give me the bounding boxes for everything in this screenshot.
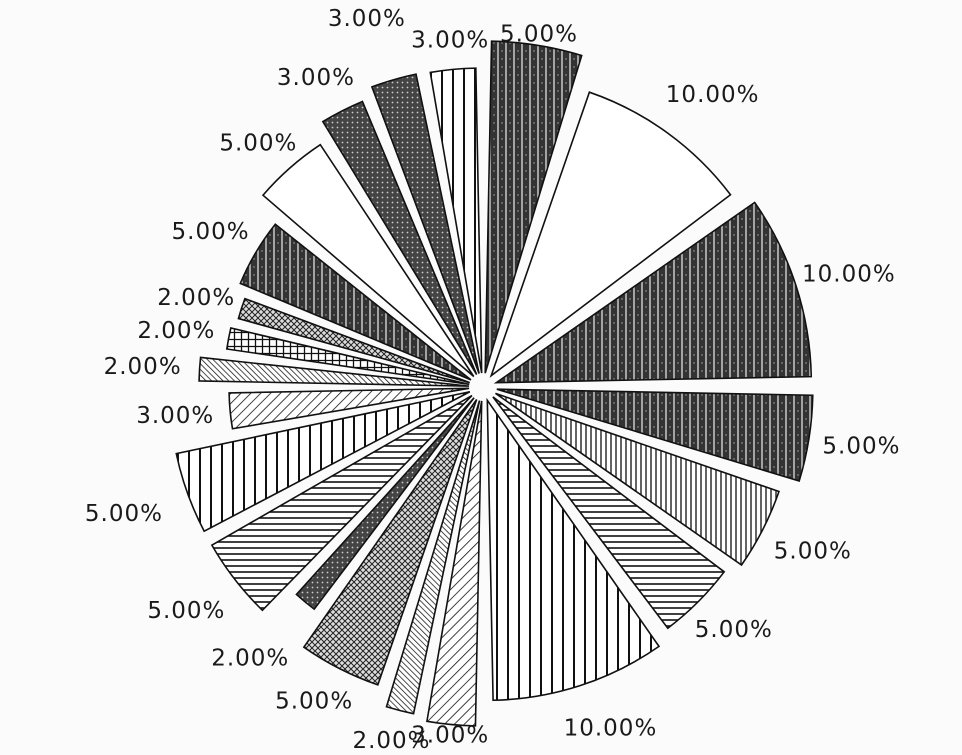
slice-label-21: 3.00% bbox=[328, 6, 406, 32]
slice-label-5: 5.00% bbox=[774, 538, 852, 564]
pie-slice-12 bbox=[210, 394, 473, 612]
pie-slice-11 bbox=[295, 397, 475, 611]
pie-slice-10 bbox=[302, 399, 478, 686]
pie-slice-1 bbox=[484, 40, 583, 374]
pie-slice-9 bbox=[385, 400, 481, 715]
pie-slice-8 bbox=[425, 400, 483, 727]
slice-label-18: 5.00% bbox=[172, 219, 250, 245]
pie-slice-22 bbox=[429, 67, 483, 374]
pie-slice-6 bbox=[492, 396, 726, 630]
slice-label-2: 10.00% bbox=[666, 82, 760, 108]
pie-slice-4 bbox=[496, 388, 814, 483]
slice-label-17: 2.00% bbox=[157, 285, 235, 311]
pie-slice-20 bbox=[321, 100, 478, 375]
pie-slice-21 bbox=[370, 73, 480, 374]
slice-label-22: 3.00% bbox=[411, 28, 489, 54]
slice-label-20: 3.00% bbox=[277, 65, 355, 91]
pie-slice-13 bbox=[175, 390, 471, 533]
slice-label-15: 2.00% bbox=[104, 354, 182, 380]
pie-slice-2 bbox=[489, 91, 732, 378]
slice-label-10: 5.00% bbox=[275, 689, 353, 715]
slice-label-8: 3.00% bbox=[411, 723, 489, 749]
slice-label-9: 2.00% bbox=[352, 728, 430, 754]
pie-slice-7 bbox=[486, 397, 661, 702]
slice-label-14: 3.00% bbox=[136, 403, 214, 429]
slice-label-11: 2.00% bbox=[211, 646, 289, 672]
slice-label-13: 5.00% bbox=[85, 501, 163, 527]
slice-label-3: 10.00% bbox=[802, 262, 896, 288]
slice-label-7: 10.00% bbox=[564, 716, 658, 742]
slice-label-6: 5.00% bbox=[695, 617, 773, 643]
pie-slice-14 bbox=[228, 387, 470, 430]
slice-label-16: 2.00% bbox=[137, 318, 215, 344]
pie-slice-16 bbox=[225, 327, 470, 386]
pie-slice-18 bbox=[239, 223, 472, 381]
slice-label-1: 5.00% bbox=[500, 21, 578, 47]
pie-slice-17 bbox=[237, 297, 470, 384]
slice-label-12: 5.00% bbox=[147, 598, 225, 624]
pie-slice-3 bbox=[493, 201, 813, 384]
slice-label-19: 5.00% bbox=[219, 131, 297, 157]
slice-label-4: 5.00% bbox=[822, 434, 900, 460]
pie-slice-5 bbox=[495, 392, 780, 567]
pie-slice-19 bbox=[261, 143, 475, 378]
pie-slice-15 bbox=[198, 356, 470, 387]
